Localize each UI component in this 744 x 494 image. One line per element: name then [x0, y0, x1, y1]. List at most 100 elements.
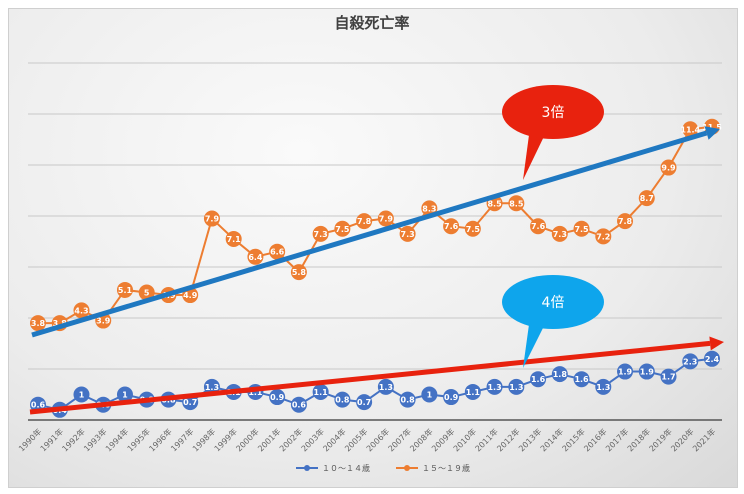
data-label: 1 [79, 391, 85, 400]
trend-arrow-15-19-head [704, 126, 720, 140]
x-tick-label: 2016年 [582, 426, 609, 453]
data-point [595, 378, 612, 395]
data-label: 0.6 [31, 401, 46, 410]
data-point [334, 220, 351, 237]
data-label: 5.8 [292, 268, 307, 277]
data-point [334, 391, 351, 408]
data-label: 1 [427, 391, 433, 400]
x-tick-label: 2019年 [647, 426, 674, 453]
data-point [508, 195, 525, 212]
data-point [638, 363, 655, 380]
data-point [399, 225, 416, 242]
legend-label: １０～１４歳 [322, 463, 370, 473]
x-tick-label: 2015年 [560, 426, 587, 453]
data-point [617, 213, 634, 230]
data-label: 7.5 [574, 225, 589, 234]
data-point [356, 394, 373, 411]
data-label: 1.8 [553, 370, 568, 379]
x-tick-label: 2000年 [234, 426, 261, 453]
data-point [269, 243, 286, 260]
trend-arrow-10-14-shaft [29, 340, 711, 415]
callout-text: 3倍 [542, 105, 565, 121]
x-tick-label: 2006年 [364, 426, 391, 453]
data-point [573, 371, 590, 388]
x-tick-label: 2017年 [603, 426, 630, 453]
data-label: 0.7 [357, 398, 371, 407]
x-tick-label: 2009年 [429, 426, 456, 453]
data-label: 8.5 [509, 199, 524, 208]
x-tick-label: 1998年 [190, 426, 217, 453]
data-label: 1 [122, 391, 128, 400]
legend-marker [304, 465, 310, 471]
data-label: 7.3 [401, 230, 415, 239]
data-point [551, 225, 568, 242]
x-tick-label: 2002年 [277, 426, 304, 453]
x-tick-label: 2018年 [625, 426, 652, 453]
data-point [399, 391, 416, 408]
data-label: 7.5 [335, 225, 350, 234]
data-point [138, 284, 155, 301]
data-label: 7.2 [596, 232, 610, 241]
data-label: 3.8 [53, 319, 68, 328]
data-point [116, 386, 133, 403]
data-point [312, 225, 329, 242]
data-label: 1.3 [205, 383, 219, 392]
data-point [530, 218, 547, 235]
data-point [530, 371, 547, 388]
data-label: 9.9 [661, 164, 676, 173]
data-label: 1.3 [509, 383, 523, 392]
data-label: 0.8 [401, 396, 416, 405]
data-point [443, 389, 460, 406]
data-label: 8.3 [422, 204, 436, 213]
callout-bubble [502, 275, 604, 329]
x-tick-label: 1991年 [38, 426, 65, 453]
data-label: 0.9 [444, 393, 459, 402]
data-point [73, 302, 90, 319]
data-point [377, 378, 394, 395]
data-point [660, 368, 677, 385]
data-point [247, 248, 264, 265]
x-tick-label: 1999年 [212, 426, 239, 453]
data-label: 3.8 [31, 319, 46, 328]
data-label: 1.6 [574, 375, 589, 384]
x-tick-label: 2021年 [690, 426, 717, 453]
chart-area [8, 8, 738, 488]
callout-text: 4倍 [542, 295, 565, 311]
data-label: 1.3 [379, 383, 393, 392]
x-tick-label: 2001年 [255, 426, 282, 453]
data-label: 1.9 [618, 368, 633, 377]
data-point [464, 383, 481, 400]
x-tick-label: 2004年 [321, 426, 348, 453]
data-point [617, 363, 634, 380]
data-point [660, 159, 677, 176]
x-tick-label: 2013年 [516, 426, 543, 453]
trend-arrow-15-19-shaft [31, 130, 708, 338]
data-label: 11.4 [680, 125, 700, 134]
data-label: 6.6 [270, 248, 285, 257]
data-point [486, 378, 503, 395]
data-point [704, 350, 720, 367]
data-point [116, 281, 133, 298]
data-label: 1.1 [314, 388, 329, 397]
data-label: 7.8 [618, 217, 633, 226]
data-label: 7.5 [466, 225, 481, 234]
data-point [377, 210, 394, 227]
data-label: 4.3 [74, 306, 88, 315]
data-point [30, 315, 46, 332]
data-point [312, 383, 329, 400]
x-tick-label: 2010年 [451, 426, 478, 453]
x-tick-label: 2014年 [538, 426, 565, 453]
data-point [73, 386, 90, 403]
x-tick-label: 2003年 [299, 426, 326, 453]
data-point [508, 378, 525, 395]
data-point [464, 220, 481, 237]
data-point [421, 386, 438, 403]
data-label: 3.9 [96, 317, 111, 326]
x-tick-label: 1990年 [16, 426, 43, 453]
data-label: 7.9 [379, 215, 394, 224]
x-tick-label: 1994年 [103, 426, 130, 453]
data-label: 0.6 [292, 401, 307, 410]
x-tick-label: 2007年 [386, 426, 413, 453]
data-label: 7.8 [357, 217, 372, 226]
data-point [551, 366, 568, 383]
